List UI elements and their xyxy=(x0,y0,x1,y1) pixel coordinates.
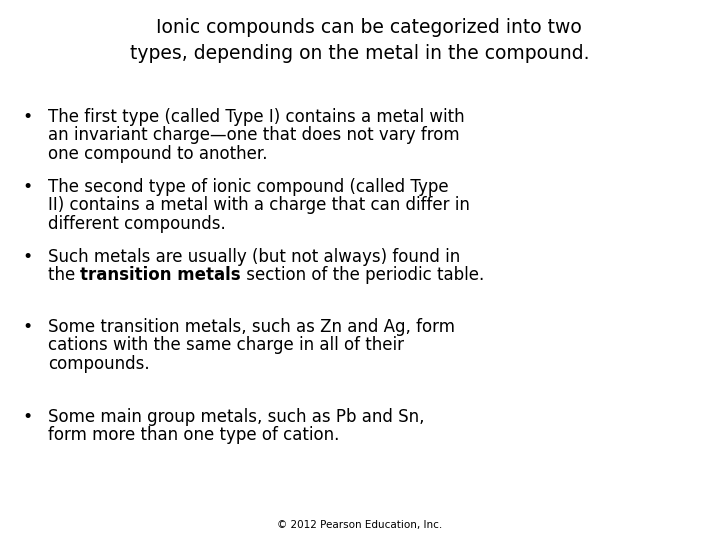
Text: Some main group metals, such as Pb and Sn,: Some main group metals, such as Pb and S… xyxy=(48,408,425,426)
Text: Some transition metals, such as Zn and Ag, form: Some transition metals, such as Zn and A… xyxy=(48,318,455,336)
Text: different compounds.: different compounds. xyxy=(48,215,226,233)
Text: transition metals: transition metals xyxy=(81,267,241,285)
Text: Such metals are usually (but not always) found in: Such metals are usually (but not always)… xyxy=(48,248,460,266)
Text: •: • xyxy=(22,248,32,266)
Text: •: • xyxy=(22,178,32,196)
Text: •: • xyxy=(22,408,32,426)
Text: II) contains a metal with a charge that can differ in: II) contains a metal with a charge that … xyxy=(48,197,470,214)
Text: form more than one type of cation.: form more than one type of cation. xyxy=(48,427,339,444)
Text: The second type of ionic compound (called Type: The second type of ionic compound (calle… xyxy=(48,178,449,196)
Text: The first type (called Type I) contains a metal with: The first type (called Type I) contains … xyxy=(48,108,464,126)
Text: the: the xyxy=(48,267,81,285)
Text: section of the periodic table.: section of the periodic table. xyxy=(241,267,485,285)
Text: •: • xyxy=(22,108,32,126)
Text: •: • xyxy=(22,318,32,336)
Text: cations with the same charge in all of their: cations with the same charge in all of t… xyxy=(48,336,404,354)
Text: one compound to another.: one compound to another. xyxy=(48,145,268,163)
Text: types, depending on the metal in the compound.: types, depending on the metal in the com… xyxy=(130,44,590,63)
Text: © 2012 Pearson Education, Inc.: © 2012 Pearson Education, Inc. xyxy=(277,520,443,530)
Text: Ionic compounds can be categorized into two: Ionic compounds can be categorized into … xyxy=(138,18,582,37)
Text: an invariant charge—one that does not vary from: an invariant charge—one that does not va… xyxy=(48,126,459,145)
Text: compounds.: compounds. xyxy=(48,355,150,373)
